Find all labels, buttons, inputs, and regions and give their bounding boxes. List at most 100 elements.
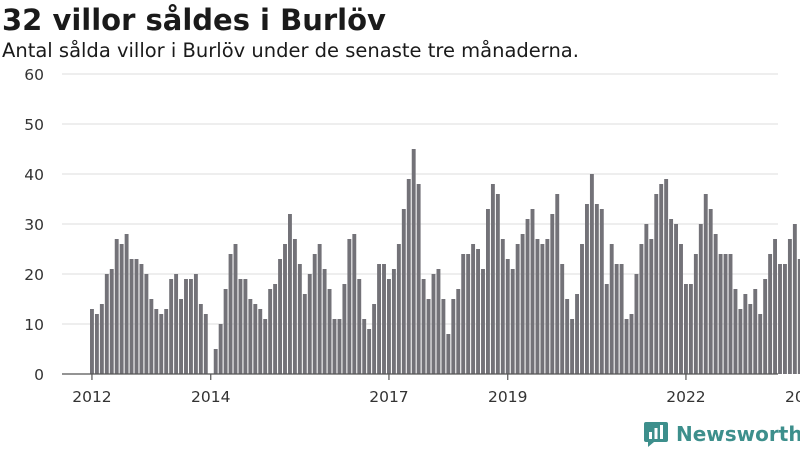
bar	[273, 284, 278, 374]
bar	[268, 289, 273, 374]
bar	[406, 179, 411, 374]
bar	[377, 264, 381, 374]
bar	[490, 184, 495, 374]
bar	[134, 259, 139, 374]
bar	[258, 309, 263, 374]
bar	[505, 259, 510, 374]
bar	[94, 314, 99, 374]
bar	[302, 294, 307, 374]
bar	[441, 299, 446, 374]
bar	[535, 239, 540, 374]
bar	[411, 149, 416, 374]
bar	[589, 174, 594, 374]
bar	[688, 284, 693, 374]
bar	[481, 269, 485, 374]
bar	[203, 314, 208, 374]
chart-title: 32 villor såldes i Burlöv	[2, 3, 386, 37]
bar	[382, 264, 386, 374]
bar	[550, 214, 555, 374]
bar	[184, 279, 188, 374]
bar	[213, 349, 218, 374]
bar	[728, 254, 733, 374]
bar	[619, 264, 624, 374]
bar	[238, 279, 243, 374]
bar	[174, 274, 179, 374]
bar	[520, 234, 525, 374]
bar	[669, 219, 674, 374]
bar	[253, 304, 258, 374]
bar	[104, 274, 109, 374]
bar	[763, 279, 768, 374]
bar	[639, 244, 644, 374]
bar	[144, 274, 149, 374]
bar	[738, 309, 743, 374]
bar	[179, 299, 183, 374]
bar	[243, 279, 248, 374]
bar	[352, 234, 357, 374]
bar	[634, 274, 639, 374]
bar	[748, 304, 753, 374]
bar	[387, 279, 391, 374]
newsworthy-logo-icon	[644, 422, 668, 447]
bar	[446, 334, 451, 374]
bar	[327, 289, 332, 374]
bar	[337, 319, 342, 374]
bar	[307, 274, 312, 374]
y-tick-label: 10	[24, 316, 44, 334]
bar	[139, 264, 144, 374]
bar	[674, 224, 678, 374]
bar	[624, 319, 629, 374]
brand-name: Newsworthy	[676, 422, 800, 446]
bar	[129, 259, 134, 374]
bar	[797, 259, 800, 374]
bar	[248, 299, 253, 374]
bar	[698, 224, 703, 374]
bar	[575, 294, 579, 374]
bar	[525, 219, 530, 374]
bar	[693, 254, 698, 374]
bar	[159, 314, 164, 374]
bar	[193, 274, 198, 374]
newsworthy-logo[interactable]: Newsworthy	[644, 420, 800, 448]
bar	[119, 244, 124, 374]
bar	[708, 209, 713, 374]
bar	[664, 179, 669, 374]
bar	[768, 254, 773, 374]
bar	[461, 254, 466, 374]
bar	[149, 299, 154, 374]
bar	[654, 194, 659, 374]
bar	[659, 184, 664, 374]
bar	[609, 244, 614, 374]
bar	[787, 239, 792, 374]
bar	[560, 264, 565, 374]
y-tick-label: 50	[24, 116, 44, 134]
bar	[792, 224, 797, 374]
bar	[500, 239, 505, 374]
x-tick-label: 2017	[369, 388, 408, 406]
bar	[614, 264, 619, 374]
bar	[99, 304, 104, 374]
bar	[585, 204, 589, 374]
y-tick-label: 20	[24, 266, 44, 284]
bar	[565, 299, 570, 374]
bar	[396, 244, 401, 374]
bar	[451, 299, 456, 374]
bar	[342, 284, 347, 374]
bar	[684, 284, 688, 374]
bar	[124, 234, 129, 374]
y-tick-label: 40	[24, 166, 44, 184]
bar	[570, 319, 575, 374]
bar	[154, 309, 159, 374]
bar	[283, 244, 287, 374]
bar	[169, 279, 174, 374]
x-tick-label: 2019	[488, 388, 527, 406]
bar	[421, 279, 426, 374]
bar	[515, 244, 520, 374]
y-tick-label: 0	[34, 366, 44, 384]
bar	[718, 254, 723, 374]
bar	[367, 329, 372, 374]
bar	[233, 244, 238, 374]
y-tick-label: 30	[24, 216, 44, 234]
bar	[416, 184, 421, 374]
